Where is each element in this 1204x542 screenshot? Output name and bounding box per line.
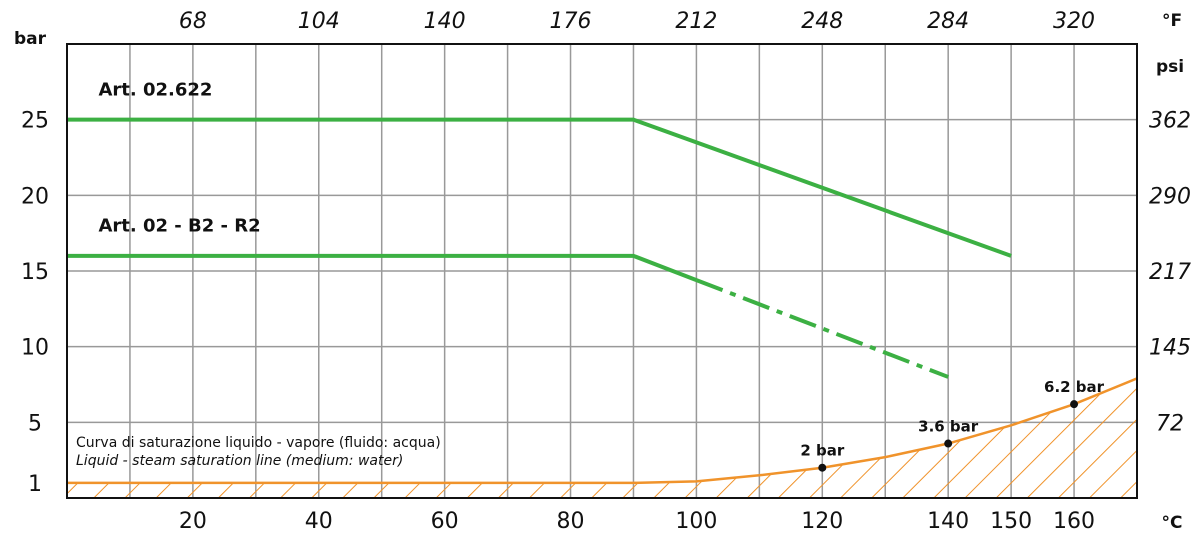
series-line-1 — [67, 253, 698, 282]
top-tick-label: 176 — [550, 9, 592, 34]
x-axis-unit-label: °C — [1162, 513, 1183, 533]
saturation-label-line-0: Curva di saturazione liquido - vapore (f… — [76, 435, 441, 451]
top-tick-label: 212 — [675, 9, 717, 34]
saturation-fill — [67, 377, 1137, 498]
x-tick-label: 40 — [305, 509, 333, 534]
y-tick-label: 10 — [21, 336, 49, 361]
annotation-label-2: 6.2 bar — [1044, 378, 1105, 396]
top-tick-label: 248 — [801, 9, 843, 34]
top-tick-label: 104 — [298, 9, 340, 34]
annotations: 2 bar 3.6 bar 6.2 bar — [800, 378, 1105, 472]
y-tick-label: 15 — [21, 260, 49, 285]
annotation-point-2 — [1070, 400, 1079, 409]
top-tick-label: 320 — [1053, 9, 1095, 34]
x-tick-label: 160 — [1053, 509, 1095, 534]
x-tick-label: 80 — [557, 509, 585, 534]
x-tick-label: 60 — [431, 509, 459, 534]
top-tick-label: 68 — [179, 9, 207, 34]
x-tick-label: 140 — [927, 509, 969, 534]
right-tick-label: 290 — [1149, 184, 1191, 209]
series-lines — [67, 117, 1012, 379]
x-tick-label: 120 — [801, 509, 843, 534]
right-tick-label: 145 — [1149, 336, 1191, 361]
y-tick-label: 25 — [21, 109, 49, 134]
annotation-label-0: 2 bar — [800, 442, 845, 460]
y-tick-label: 20 — [21, 184, 49, 209]
annotation-point-1 — [944, 439, 953, 448]
y-axis-unit-label: bar — [14, 29, 47, 49]
top-axis-unit-label: °F — [1162, 11, 1182, 31]
y-tick-label: 5 — [28, 411, 42, 436]
right-axis-unit-label: psi — [1156, 57, 1184, 77]
y-tick-label: 1 — [28, 472, 42, 497]
right-tick-label: 72 — [1156, 411, 1184, 436]
series-line-2 — [695, 278, 949, 379]
x-tick-label: 100 — [675, 509, 717, 534]
saturation-curve-line — [67, 377, 1137, 485]
annotation-point-0 — [818, 463, 827, 472]
plot-frame — [66, 43, 1138, 499]
top-tick-label: 140 — [424, 9, 466, 34]
series-label-1: Art. 02 - B2 - R2 — [98, 216, 260, 237]
top-tick-label: 284 — [927, 9, 969, 34]
right-tick-label: 217 — [1149, 260, 1191, 285]
series-line-0 — [67, 117, 1012, 258]
saturation-hatch-area — [67, 378, 1137, 498]
saturation-label-line-1: Liquid - steam saturation line (medium: … — [76, 453, 403, 469]
annotation-label-1: 3.6 bar — [918, 418, 979, 436]
series-label-0: Art. 02.622 — [98, 79, 212, 100]
x-tick-label: 150 — [990, 509, 1032, 534]
labels: Art. 02.622 Art. 02 - B2 - R2 Curva di sat… — [14, 11, 1184, 533]
x-tick-label: 20 — [179, 509, 207, 534]
right-tick-label: 362 — [1149, 109, 1191, 134]
